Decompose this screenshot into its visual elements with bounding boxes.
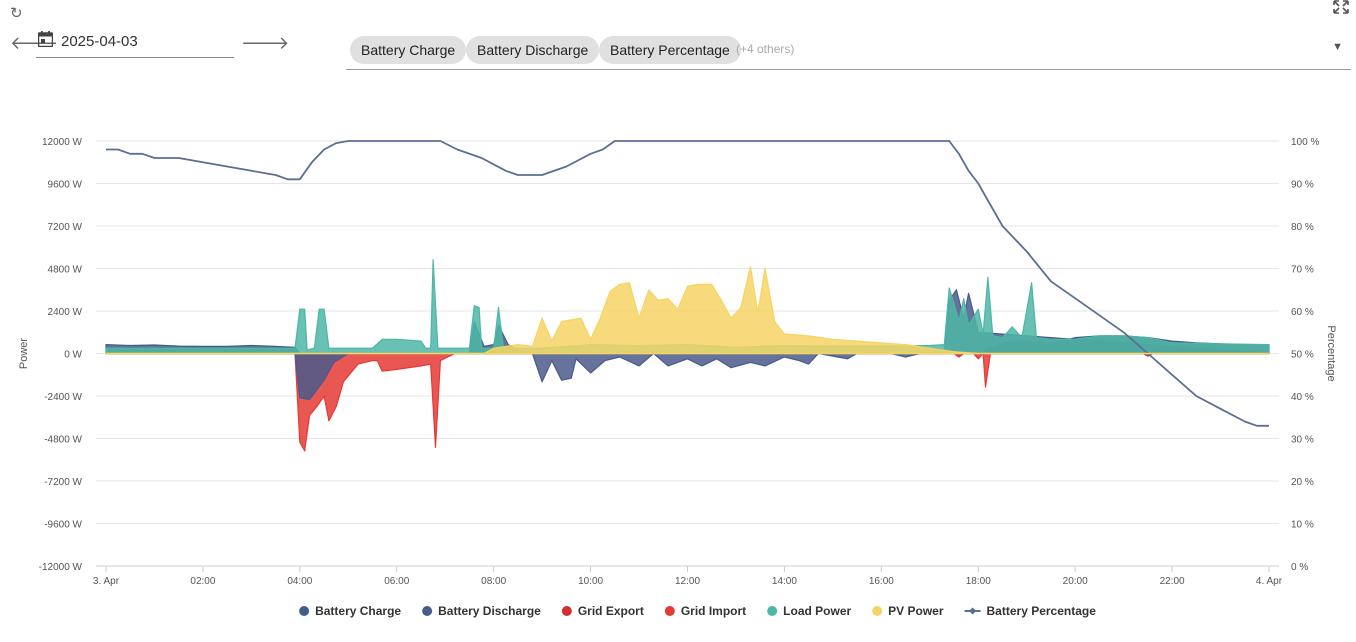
x-tick-label: 12:00 — [675, 576, 700, 587]
x-tick-label: 18:00 — [966, 576, 991, 587]
legend-item-grid-import: Grid Import — [664, 604, 746, 618]
y-right-tick-label: 30 % — [1291, 435, 1314, 446]
x-tick-label: 02:00 — [190, 576, 215, 587]
legend-diamond-marker — [969, 607, 977, 615]
y-left-tick-label: 12000 W — [42, 137, 83, 148]
legend-dot-marker — [872, 606, 883, 616]
line-series — [106, 140, 1269, 427]
y-right-tick-label: 100 % — [1291, 137, 1319, 148]
others-count: (+4 others) — [736, 42, 795, 56]
legend-label: Grid Export — [578, 604, 644, 618]
legend-item-pv-power: PV Power — [872, 604, 944, 618]
legend-item-load-power: Load Power — [767, 604, 852, 618]
legend-item-grid-export: Grid Export — [561, 604, 644, 618]
y-left-tick-label: -9600 W — [44, 520, 82, 531]
legend-dot-marker — [664, 606, 675, 616]
x-tick-label: 08:00 — [481, 576, 506, 587]
legend: Battery Charge Battery Discharge Grid Expo… — [299, 604, 1096, 618]
area-series — [105, 259, 1270, 452]
arrow-left-icon[interactable]: 🡐 — [10, 33, 59, 53]
y-right-tick-label: 50 % — [1291, 350, 1314, 361]
legend-item-battery-discharge: Battery Discharge — [422, 604, 541, 618]
fullscreen-icon[interactable] — [1333, 0, 1349, 17]
legend-dot-marker — [299, 606, 310, 616]
y-right-tick-label: 60 % — [1291, 307, 1314, 318]
date-input[interactable] — [61, 33, 221, 50]
legend-label: Load Power — [783, 604, 851, 618]
y-left-tick-label: 4800 W — [48, 265, 83, 276]
y-right-tick-label: 10 % — [1291, 520, 1314, 531]
chip-battery-discharge[interactable]: Battery Discharge — [466, 36, 600, 64]
legend-label: Grid Import — [681, 604, 746, 618]
x-tick-label: 06:00 — [384, 576, 409, 587]
legend-item-battery-charge: Battery Charge — [299, 604, 401, 618]
date-picker[interactable] — [36, 29, 234, 58]
y-right-tick-label: 90 % — [1291, 180, 1314, 191]
chip-battery-percentage[interactable]: Battery Percentage — [599, 36, 741, 64]
chip-battery-charge[interactable]: Battery Charge — [350, 36, 467, 64]
y-left-tick-label: -7200 W — [44, 477, 82, 488]
arrow-right-icon[interactable]: 🡒 — [241, 33, 290, 53]
y-right-axis-title: Percentage — [1325, 325, 1337, 381]
y-left-tick-label: -4800 W — [44, 435, 82, 446]
y-left-tick-label: 7200 W — [48, 222, 83, 233]
y-left-tick-label: -2400 W — [44, 392, 82, 403]
x-tick-label: 14:00 — [772, 576, 797, 587]
x-tick-label: 4. Apr — [1256, 576, 1283, 587]
x-tick-label: 04:00 — [287, 576, 312, 587]
x-tick-label: 20:00 — [1063, 576, 1088, 587]
series-multiselect[interactable]: Battery Charge Battery Discharge Battery… — [346, 33, 1351, 70]
calendar-icon[interactable] — [38, 31, 53, 47]
legend-label: Battery Discharge — [438, 604, 541, 618]
legend-dot-marker — [767, 606, 778, 616]
legend-label: Battery Charge — [315, 604, 401, 618]
x-tick-label: 22:00 — [1160, 576, 1185, 587]
y-right-tick-label: 80 % — [1291, 222, 1314, 233]
y-left-tick-label: -12000 W — [39, 562, 83, 573]
legend-dot-marker — [422, 606, 433, 616]
legend-item-battery-percentage: Battery Percentage — [964, 604, 1097, 618]
axes: 12000 W 9600 W 7200 W 4800 W 2400 W 0 W -2400 … — [18, 137, 1337, 587]
series-pv-power — [105, 266, 1270, 355]
legend-dot-marker — [561, 606, 572, 616]
legend-label: Battery Percentage — [987, 604, 1097, 618]
x-tick-label: 16:00 — [869, 576, 894, 587]
y-right-tick-label: 20 % — [1291, 477, 1314, 488]
x-tick-label: 10:00 — [578, 576, 603, 587]
legend-label: PV Power — [888, 604, 944, 618]
y-left-tick-label: 2400 W — [48, 307, 83, 318]
y-right-tick-label: 40 % — [1291, 392, 1314, 403]
fullscreen-icon-graphic — [1333, 0, 1349, 14]
y-right-tick-label: 0 % — [1291, 562, 1308, 573]
series-battery-percentage — [106, 140, 1269, 427]
chevron-down-icon[interactable]: ▼ — [1332, 41, 1343, 53]
refresh-icon[interactable]: ↻ — [10, 5, 23, 22]
y-left-axis-title: Power — [18, 338, 30, 370]
series-grid-import — [105, 352, 1270, 452]
y-right-tick-label: 70 % — [1291, 265, 1314, 276]
y-left-tick-label: 0 W — [64, 350, 82, 361]
y-left-tick-label: 9600 W — [48, 180, 83, 191]
x-tick-label: 3. Apr — [93, 576, 120, 587]
